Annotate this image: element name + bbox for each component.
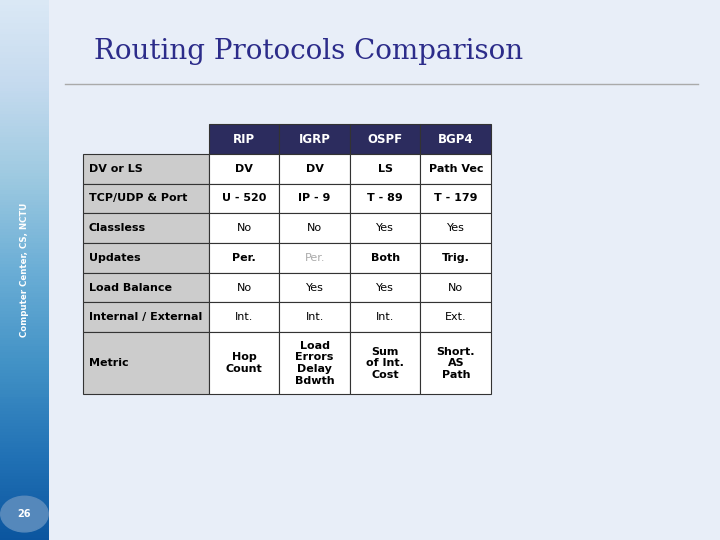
- Text: RIP: RIP: [233, 132, 255, 146]
- Text: Routing Protocols Comparison: Routing Protocols Comparison: [94, 38, 523, 65]
- Text: Path Vec: Path Vec: [428, 164, 483, 174]
- Bar: [209, 184, 279, 213]
- Text: Sum
of Int.
Cost: Sum of Int. Cost: [366, 347, 404, 380]
- Text: Updates: Updates: [89, 253, 140, 263]
- Bar: [279, 154, 350, 184]
- Bar: [279, 332, 350, 394]
- Bar: [279, 273, 350, 302]
- Text: Yes: Yes: [306, 282, 323, 293]
- Bar: [209, 332, 279, 394]
- Text: No: No: [236, 223, 252, 233]
- Bar: [83, 332, 209, 394]
- Bar: [83, 243, 209, 273]
- Bar: [420, 213, 491, 243]
- Bar: [209, 213, 279, 243]
- Bar: [279, 302, 350, 332]
- Text: Load
Errors
Delay
Bdwth: Load Errors Delay Bdwth: [294, 341, 335, 386]
- Text: Int.: Int.: [305, 312, 324, 322]
- Bar: [350, 332, 420, 394]
- Bar: [83, 273, 209, 302]
- Bar: [209, 243, 279, 273]
- Text: Per.: Per.: [233, 253, 256, 263]
- Bar: [420, 243, 491, 273]
- Text: Metric: Metric: [89, 358, 128, 368]
- Bar: [83, 213, 209, 243]
- Text: DV or LS: DV or LS: [89, 164, 143, 174]
- Text: Yes: Yes: [447, 223, 464, 233]
- Bar: [350, 243, 420, 273]
- Bar: [279, 124, 350, 154]
- Bar: [209, 302, 279, 332]
- Text: LS: LS: [378, 164, 392, 174]
- Text: 26: 26: [18, 509, 31, 519]
- Text: No: No: [307, 223, 323, 233]
- Bar: [350, 184, 420, 213]
- Text: Trig.: Trig.: [442, 253, 469, 263]
- Bar: [83, 302, 209, 332]
- Text: TCP/UDP & Port: TCP/UDP & Port: [89, 193, 187, 204]
- Text: Load Balance: Load Balance: [89, 282, 171, 293]
- Bar: [350, 154, 420, 184]
- Bar: [350, 213, 420, 243]
- Bar: [209, 154, 279, 184]
- Text: Int.: Int.: [376, 312, 395, 322]
- Bar: [350, 273, 420, 302]
- Bar: [209, 273, 279, 302]
- Text: Int.: Int.: [235, 312, 253, 322]
- Bar: [350, 302, 420, 332]
- Text: Both: Both: [371, 253, 400, 263]
- Text: Per.: Per.: [305, 253, 325, 263]
- Text: Classless: Classless: [89, 223, 145, 233]
- Text: Short.
AS
Path: Short. AS Path: [436, 347, 475, 380]
- Text: IP - 9: IP - 9: [299, 193, 330, 204]
- Text: Yes: Yes: [377, 223, 394, 233]
- Bar: [209, 124, 279, 154]
- Text: OSPF: OSPF: [368, 132, 402, 146]
- Text: No: No: [236, 282, 252, 293]
- Bar: [350, 124, 420, 154]
- Text: Ext.: Ext.: [445, 312, 467, 322]
- Text: Computer Center, CS, NCTU: Computer Center, CS, NCTU: [20, 203, 29, 337]
- Bar: [83, 184, 209, 213]
- Text: DV: DV: [235, 164, 253, 174]
- Text: T - 89: T - 89: [367, 193, 403, 204]
- Bar: [420, 332, 491, 394]
- Text: U - 520: U - 520: [222, 193, 266, 204]
- Bar: [279, 213, 350, 243]
- Bar: [420, 184, 491, 213]
- Text: Hop
Count: Hop Count: [225, 353, 263, 374]
- Bar: [279, 184, 350, 213]
- Text: No: No: [448, 282, 464, 293]
- Circle shape: [1, 496, 48, 532]
- Bar: [83, 154, 209, 184]
- Text: T - 179: T - 179: [434, 193, 477, 204]
- Text: BGP4: BGP4: [438, 132, 474, 146]
- Bar: [420, 273, 491, 302]
- Text: Yes: Yes: [377, 282, 394, 293]
- Text: DV: DV: [306, 164, 323, 174]
- Text: IGRP: IGRP: [299, 132, 330, 146]
- Bar: [279, 243, 350, 273]
- Bar: [420, 154, 491, 184]
- Bar: [420, 302, 491, 332]
- Bar: [420, 124, 491, 154]
- Text: Internal / External: Internal / External: [89, 312, 202, 322]
